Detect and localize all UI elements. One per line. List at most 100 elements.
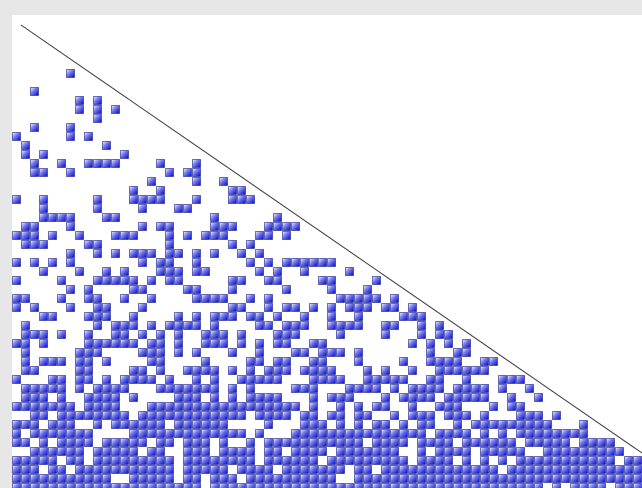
pattern-cell xyxy=(102,483,111,488)
pattern-cell xyxy=(444,483,453,488)
pattern-cell xyxy=(30,231,39,240)
pattern-cell xyxy=(462,456,471,465)
pattern-cell xyxy=(282,303,291,312)
pattern-cell xyxy=(102,276,111,285)
pattern-cell xyxy=(300,438,309,447)
pattern-cell xyxy=(579,483,588,488)
pattern-cell xyxy=(336,393,345,402)
pattern-cell xyxy=(120,294,129,303)
pattern-cell xyxy=(264,258,273,267)
pattern-cell xyxy=(156,402,165,411)
pattern-cell xyxy=(228,402,237,411)
pattern-cell xyxy=(309,411,318,420)
pattern-cell xyxy=(372,429,381,438)
pattern-cell xyxy=(615,447,624,456)
pattern-cell xyxy=(57,276,66,285)
pattern-cell xyxy=(255,465,264,474)
pattern-cell xyxy=(417,384,426,393)
pattern-cell xyxy=(84,411,93,420)
pattern-cell xyxy=(201,384,210,393)
pattern-cell xyxy=(327,258,336,267)
pattern-cell xyxy=(525,474,534,483)
pattern-cell xyxy=(354,348,363,357)
pattern-cell xyxy=(192,447,201,456)
pattern-cell xyxy=(237,402,246,411)
pattern-cell xyxy=(210,384,219,393)
pattern-cell xyxy=(39,411,48,420)
pattern-cell xyxy=(507,447,516,456)
pattern-cell xyxy=(318,474,327,483)
pattern-cell xyxy=(390,321,399,330)
pattern-cell xyxy=(174,321,183,330)
pattern-cell xyxy=(30,159,39,168)
pattern-cell xyxy=(399,483,408,488)
pattern-cell xyxy=(381,303,390,312)
pattern-cell xyxy=(480,411,489,420)
pattern-cell xyxy=(300,321,309,330)
pattern-cell xyxy=(138,429,147,438)
pattern-cell xyxy=(444,393,453,402)
pattern-cell xyxy=(156,456,165,465)
pattern-cell xyxy=(138,375,147,384)
pattern-cell xyxy=(75,384,84,393)
pattern-cell xyxy=(219,438,228,447)
pattern-cell xyxy=(66,168,75,177)
pattern-cell xyxy=(246,384,255,393)
pattern-cell xyxy=(183,231,192,240)
pattern-cell xyxy=(291,483,300,488)
pattern-cell xyxy=(192,429,201,438)
pattern-cell xyxy=(183,465,192,474)
pattern-cell xyxy=(201,411,210,420)
pattern-cell xyxy=(426,375,435,384)
pattern-cell xyxy=(75,105,84,114)
pattern-cell xyxy=(210,222,219,231)
pattern-cell xyxy=(210,339,219,348)
pattern-cell xyxy=(48,447,57,456)
pattern-cell xyxy=(165,438,174,447)
pattern-cell xyxy=(633,465,642,474)
pattern-cell xyxy=(147,456,156,465)
pattern-cell xyxy=(444,456,453,465)
pattern-cell xyxy=(363,447,372,456)
pattern-cell xyxy=(165,258,174,267)
pattern-cell xyxy=(579,465,588,474)
pattern-cell xyxy=(363,303,372,312)
pattern-cell xyxy=(579,447,588,456)
pattern-cell xyxy=(120,276,129,285)
pattern-cell xyxy=(516,411,525,420)
pattern-cell xyxy=(417,456,426,465)
pattern-cell xyxy=(192,456,201,465)
pattern-cell xyxy=(273,447,282,456)
pattern-cell xyxy=(579,474,588,483)
pattern-cell xyxy=(588,456,597,465)
pattern-cell xyxy=(543,447,552,456)
pattern-cell xyxy=(228,195,237,204)
pattern-cell xyxy=(264,294,273,303)
pattern-cell xyxy=(408,384,417,393)
pattern-cell xyxy=(39,402,48,411)
pattern-cell xyxy=(12,132,21,141)
pattern-cell xyxy=(300,429,309,438)
pattern-cell xyxy=(75,447,84,456)
pattern-cell xyxy=(21,231,30,240)
pattern-cell xyxy=(84,483,93,488)
pattern-cell xyxy=(93,402,102,411)
pattern-cell xyxy=(282,402,291,411)
pattern-cell xyxy=(309,339,318,348)
pattern-cell xyxy=(237,339,246,348)
pattern-cell xyxy=(192,195,201,204)
pattern-cell xyxy=(426,348,435,357)
pattern-cell xyxy=(102,213,111,222)
pattern-cell xyxy=(282,330,291,339)
pattern-cell xyxy=(102,384,111,393)
pattern-cell xyxy=(21,240,30,249)
pattern-cell xyxy=(480,393,489,402)
pattern-cell xyxy=(282,258,291,267)
pattern-cell xyxy=(435,402,444,411)
pattern-cell xyxy=(399,393,408,402)
pattern-cell xyxy=(480,456,489,465)
pattern-cell xyxy=(120,411,129,420)
pattern-cell xyxy=(345,321,354,330)
pattern-cell xyxy=(336,330,345,339)
pattern-cell xyxy=(471,465,480,474)
